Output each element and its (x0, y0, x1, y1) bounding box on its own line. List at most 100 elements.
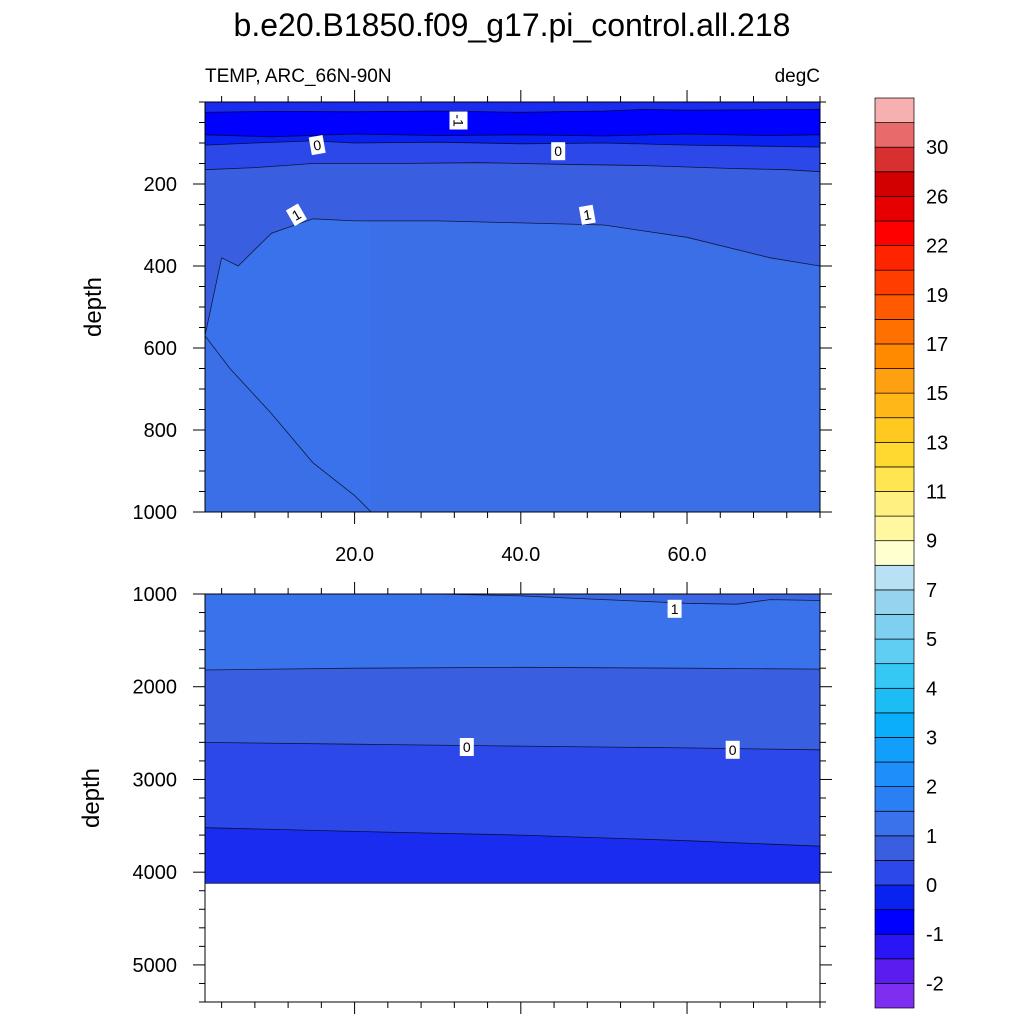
colorbar-box (874, 761, 915, 787)
y-tick-label: 400 (144, 256, 177, 278)
x-tick-label: 40.0 (501, 544, 540, 566)
y-tick-label: 800 (144, 420, 177, 442)
colorbar-box (874, 515, 915, 542)
colorbar-box (874, 417, 915, 443)
contour-label: 0 (725, 740, 740, 759)
contour-label: 1 (578, 204, 596, 225)
x-tick-label: 60.0 (668, 544, 707, 566)
colorbar-box (874, 712, 915, 738)
contour-line (205, 666, 820, 671)
colorbar-box (874, 737, 915, 763)
colorbar-box (874, 835, 915, 861)
colorbar-label: 22 (926, 236, 948, 258)
y-tick-label: 3000 (133, 769, 178, 791)
y-tick-label: 1000 (133, 502, 178, 524)
colorbar-box (874, 810, 915, 837)
colorbar-box (874, 269, 915, 296)
colorbar-box (874, 589, 915, 615)
contour-line (205, 140, 820, 148)
colorbar-box (874, 171, 915, 197)
colorbar-label: 30 (926, 137, 948, 159)
colorbar-label: 11 (926, 482, 947, 504)
colorbar-label: 13 (926, 432, 948, 454)
colorbar-box (874, 97, 915, 123)
colorbar-box (874, 638, 915, 665)
contour-line (205, 108, 820, 113)
colorbar-box (874, 319, 915, 345)
contour-label-text: 0 (463, 739, 471, 755)
contour-label: 0 (459, 738, 474, 756)
colorbar-label: 4 (926, 678, 937, 700)
colorbar-box (874, 884, 915, 910)
colorbar-box (874, 663, 915, 689)
colorbar-box (874, 392, 915, 419)
contour-label-text: 1 (582, 206, 593, 223)
colorbar-label: 7 (926, 580, 937, 602)
colorbar-label: 1 (926, 826, 937, 848)
y-tick-label: 2000 (133, 677, 178, 699)
no-data-region (205, 883, 820, 1002)
y-axis-label: depth (80, 277, 107, 337)
contour-label: 0 (551, 142, 566, 161)
colorbar-box (874, 146, 915, 173)
variable-subtitle: TEMP, ARC_66N-90N (205, 66, 392, 87)
contour-label: 1 (285, 203, 307, 227)
colorbar-box (874, 786, 915, 812)
contour-label: -1 (449, 111, 468, 130)
colorbar-box (874, 491, 915, 517)
colorbar-label: 2 (926, 777, 937, 799)
colorbar-box (874, 687, 915, 714)
colorbar-label: 3 (926, 728, 937, 750)
colorbar-box (874, 294, 915, 320)
colorbar-label: 9 (926, 531, 937, 553)
colorbar-box (874, 540, 915, 566)
colorbar-box (874, 958, 915, 984)
y-tick-label: 1000 (133, 584, 178, 606)
y-tick-label: 600 (144, 338, 177, 360)
colorbar: -2 -1 0 1 2 3 4 5 7 9 11 13 15 17 19 22 26 30 (874, 97, 948, 1009)
colorbar-box (874, 933, 915, 960)
contour-line (205, 162, 820, 173)
contour-label: 0 (308, 135, 326, 156)
colorbar-box (874, 441, 915, 468)
chart-title: b.e20.B1850.f09_g17.pi_control.all.218 (234, 7, 791, 43)
colorbar-label: 26 (926, 186, 948, 208)
contour-label-text: -1 (451, 114, 467, 127)
colorbar-label: -2 (926, 973, 944, 995)
colorbar-label: 15 (926, 383, 948, 405)
colorbar-box (874, 466, 915, 492)
contour-label-text: 0 (554, 143, 562, 159)
contour-line (205, 218, 820, 336)
y-tick-label: 4000 (133, 862, 178, 884)
contour-line (205, 335, 372, 512)
colorbar-box (874, 564, 915, 591)
colorbar-label: 19 (926, 285, 948, 307)
colorbar-box (874, 122, 915, 148)
colorbar-box (874, 860, 915, 886)
contour-line (205, 827, 820, 847)
y-tick-label: 200 (144, 174, 177, 196)
colorbar-label: 5 (926, 629, 937, 651)
colorbar-box (874, 245, 915, 271)
colorbar-box (874, 220, 915, 246)
units-subtitle: degC (775, 66, 820, 87)
contour-label-text: 0 (312, 137, 323, 154)
contour-label-text: 0 (729, 742, 737, 758)
contour-band (205, 827, 820, 884)
lower-panel: 1 0 0 1000 2000 3000 4000 5000 depth (78, 582, 832, 1014)
contour-line (205, 133, 820, 138)
colorbar-box (874, 909, 915, 935)
contour-label-text: 1 (671, 601, 679, 617)
y-tick-label: 5000 (133, 955, 178, 977)
colorbar-box (874, 368, 915, 394)
colorbar-box (874, 343, 915, 369)
colorbar-box (874, 196, 915, 222)
contour-label: 1 (667, 599, 682, 618)
colorbar-label: -1 (926, 924, 944, 946)
colorbar-box (874, 614, 915, 640)
y-axis-label: depth (78, 768, 105, 828)
colorbar-box (874, 983, 915, 1009)
colorbar-label: 0 (926, 875, 937, 897)
upper-panel: -1 0 0 1 1 20.0 40.0 60.0 200 400 600 800 1000 depth (80, 90, 832, 566)
